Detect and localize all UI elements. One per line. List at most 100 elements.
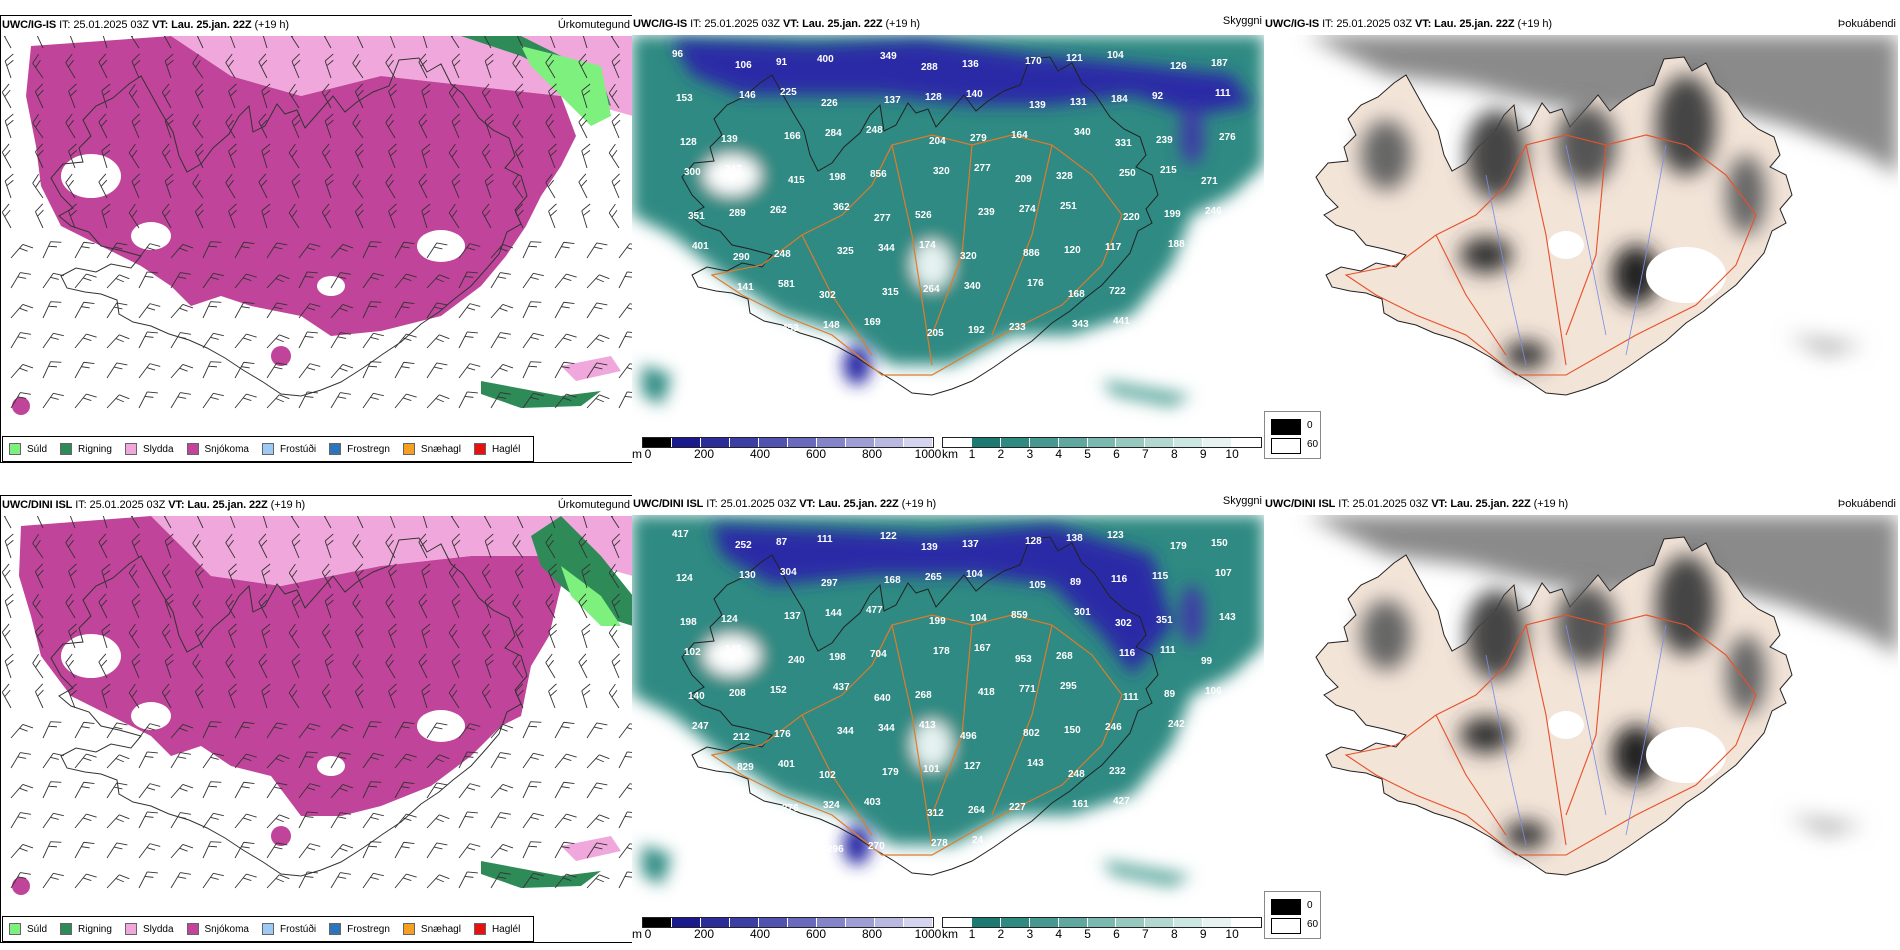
legend-swatch [186, 443, 199, 455]
wind-barb [545, 173, 556, 199]
precip-type-map[interactable] [1, 516, 632, 916]
cloud-base-label: 344 [837, 726, 854, 737]
wind-barb [138, 751, 158, 769]
wind-barb [1, 623, 12, 649]
wind-barb [106, 814, 130, 829]
wind-barb [34, 203, 44, 229]
wind-barb [618, 303, 632, 319]
wind-barb [298, 331, 318, 349]
wind-barb [288, 143, 300, 169]
cloud-base-label: 413 [919, 720, 936, 731]
wind-barb [261, 516, 271, 529]
cloud-base-label: 143 [1027, 758, 1044, 769]
cloud-base-label: 144 [825, 608, 842, 619]
snow-blob [271, 826, 291, 846]
vt-label: VT: [783, 18, 800, 30]
wind-barb [522, 841, 542, 859]
wind-barb [578, 653, 588, 679]
cloud-base-label: 248 [1068, 769, 1085, 780]
precip-layers [12, 516, 632, 895]
wind-barb [261, 563, 271, 589]
wind-barb [362, 752, 384, 769]
wind-barb [65, 593, 76, 619]
wind-barb [354, 203, 364, 229]
cloud-base-label: 233 [1009, 322, 1026, 333]
wind-barb [330, 783, 354, 799]
wind-barb [164, 173, 174, 199]
color-step [1058, 918, 1088, 927]
wind-barb [514, 83, 524, 109]
color-step [904, 438, 933, 447]
glacier-area [1548, 231, 1584, 259]
wind-barb [512, 173, 524, 199]
color-step [788, 918, 817, 927]
wind-barb [548, 516, 558, 529]
tick-label: 6 [1113, 447, 1120, 461]
wind-barb [418, 533, 428, 559]
wind-barb [448, 563, 460, 589]
wind-barb [1, 83, 12, 109]
wind-barb [202, 272, 224, 289]
wind-barb [164, 653, 174, 679]
wind-barb [42, 841, 62, 859]
fog-map[interactable] [1266, 35, 1898, 435]
wind-barb [34, 623, 44, 649]
snow-blob [271, 346, 291, 366]
cloud-base-label: 187 [682, 839, 699, 850]
wind-barb [106, 782, 128, 799]
lead-time: (+19 h) [1533, 498, 1569, 510]
legend-swatch [329, 443, 342, 455]
wind-barb [608, 563, 620, 589]
legend-swatch [329, 923, 342, 935]
wind-barb [10, 872, 31, 889]
wind-barb [426, 842, 448, 859]
wind-barb [421, 143, 431, 169]
wind-barb [138, 843, 161, 859]
cloud-base-label: 116 [1111, 574, 1128, 585]
cloud-base-label: 176 [774, 729, 791, 740]
wind-barb [32, 653, 44, 679]
wind-barb [554, 813, 577, 829]
precip-type-map[interactable] [1, 36, 632, 436]
wind-barb [490, 752, 511, 769]
wind-barb [170, 332, 191, 349]
cloud-base-label: 126 [1170, 61, 1187, 72]
unit-label: m [632, 447, 642, 461]
wind-barb [131, 113, 141, 139]
precip-map-svg [1, 516, 632, 895]
wind-barb [458, 871, 478, 889]
wind-barb [484, 53, 494, 79]
cloud-base-label: 209 [1015, 174, 1032, 185]
wind-barb [138, 391, 158, 409]
vt-value: Lau. 25.jan. 22Z [818, 498, 899, 510]
wind-barb [234, 393, 257, 409]
cloud-base-label: 106 [1205, 686, 1222, 697]
color-step [1029, 918, 1059, 927]
legend-label: Snjókoma [204, 443, 249, 455]
wind-barb [426, 362, 448, 379]
wind-barb [258, 653, 268, 679]
wind-barb [330, 243, 354, 259]
wind-barb [258, 53, 268, 79]
cloud-base-label: 150 [1064, 725, 1081, 736]
wind-barb [352, 173, 364, 199]
it-value: 25.01.2025 03Z [704, 18, 781, 30]
vt-value: Lau. 25.jan. 22Z [187, 499, 268, 511]
vt-value: Lau. 25.jan. 22Z [1434, 18, 1515, 30]
cloud-map[interactable]: 417 252 87 111 122 139 137 128 138 123 179 150 124 13… [632, 515, 1264, 915]
fog-map[interactable] [1266, 515, 1898, 915]
wind-barb [128, 516, 140, 529]
cloud-base-label: 398 [1213, 280, 1230, 291]
wind-barb [330, 363, 354, 379]
cloud-base-label: 96 [672, 49, 684, 60]
wind-barb [324, 653, 334, 679]
cloud-base-label: 199 [929, 616, 946, 627]
wind-barb [32, 593, 44, 619]
color-step [759, 918, 788, 927]
wind-barb [34, 83, 44, 109]
wind-barb [170, 783, 194, 799]
wind-barb [101, 683, 111, 709]
wind-barb [298, 751, 318, 769]
cloud-map[interactable]: 96 106 91 400 349 288 136 170 121 104 126 187 153 146… [632, 35, 1264, 435]
tick-label: 10 [1225, 927, 1239, 941]
